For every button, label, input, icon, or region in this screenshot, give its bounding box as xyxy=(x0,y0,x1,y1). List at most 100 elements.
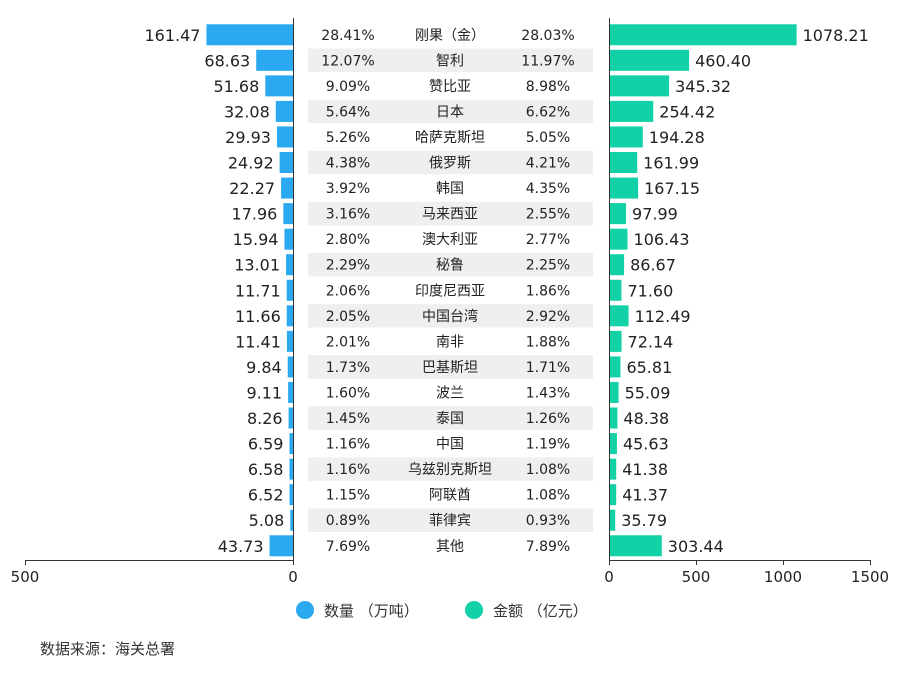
table-row-stripe xyxy=(308,406,593,430)
quantity-share-label: 5.64% xyxy=(326,104,370,120)
amount-bar xyxy=(609,254,625,276)
table-row-stripe xyxy=(308,355,593,379)
quantity-bar xyxy=(286,330,293,352)
amount-value-label: 65.81 xyxy=(626,358,672,377)
quantity-value-label: 11.71 xyxy=(235,281,281,300)
quantity-bar xyxy=(279,152,293,174)
amount-value-label: 167.15 xyxy=(644,179,700,198)
country-label: 中国 xyxy=(436,437,464,453)
quantity-bar xyxy=(287,356,293,378)
quantity-value-label: 32.08 xyxy=(224,102,270,121)
country-label: 俄罗斯 xyxy=(429,156,471,172)
country-label: 其他 xyxy=(436,539,464,555)
amount-bar xyxy=(609,407,618,429)
quantity-value-label: 8.26 xyxy=(247,409,283,428)
quantity-share-label: 1.73% xyxy=(326,360,370,376)
amount-share-label: 28.03% xyxy=(521,28,574,44)
legend-label-quantity: 数量 （万吨） xyxy=(324,601,419,620)
table-row-stripe xyxy=(308,252,593,277)
quantity-value-label: 6.52 xyxy=(248,486,284,505)
amount-value-label: 72.14 xyxy=(628,332,674,351)
quantity-bar xyxy=(284,228,293,250)
quantity-bar xyxy=(289,458,293,480)
amount-share-label: 1.88% xyxy=(526,334,570,350)
quantity-value-label: 5.08 xyxy=(249,511,285,530)
quantity-bar xyxy=(288,381,293,403)
amount-bar xyxy=(609,433,617,455)
quantity-value-label: 9.84 xyxy=(246,358,282,377)
quantity-bar xyxy=(283,203,293,225)
amount-share-label: 2.25% xyxy=(526,258,570,274)
amount-value-label: 345.32 xyxy=(675,77,731,96)
quantity-share-label: 28.41% xyxy=(321,28,374,44)
amount-bar xyxy=(609,49,690,71)
country-label: 日本 xyxy=(436,104,464,120)
quantity-value-label: 13.01 xyxy=(234,256,280,275)
legend-item-amount[interactable]: 金额 （亿元） xyxy=(465,598,588,622)
amount-bar xyxy=(609,381,619,403)
amount-value-label: 106.43 xyxy=(634,230,690,249)
amount-value-label: 112.49 xyxy=(635,307,691,326)
amount-value-label: 45.63 xyxy=(623,435,669,454)
quantity-share-label: 9.09% xyxy=(326,79,370,95)
table-row-stripe xyxy=(308,457,593,481)
amount-share-label: 5.05% xyxy=(526,130,570,146)
amount-bar xyxy=(609,458,617,480)
amount-value-label: 48.38 xyxy=(623,409,669,428)
right-axis-tick-label: 1500 xyxy=(851,568,889,586)
table-row-stripe xyxy=(308,201,593,226)
legend-label-amount: 金额 （亿元） xyxy=(493,601,588,620)
quantity-bar xyxy=(256,49,293,71)
table-row-stripe xyxy=(308,508,593,532)
quantity-value-label: 17.96 xyxy=(232,205,278,224)
quantity-bar xyxy=(275,100,293,122)
amount-value-label: 35.79 xyxy=(621,511,667,530)
quantity-bar xyxy=(288,407,293,429)
quantity-value-label: 161.47 xyxy=(144,26,200,45)
amount-share-label: 1.86% xyxy=(526,283,570,299)
quantity-share-label: 2.05% xyxy=(326,309,370,325)
country-label: 中国台湾 xyxy=(422,308,478,325)
quantity-share-label: 1.15% xyxy=(326,488,370,504)
amount-bar xyxy=(609,203,627,225)
table-row-stripe xyxy=(308,48,593,73)
quantity-bar xyxy=(286,305,293,327)
amount-share-label: 1.71% xyxy=(526,360,570,376)
amount-share-label: 0.93% xyxy=(526,513,570,529)
right-axis-tick-label: 0 xyxy=(604,568,614,586)
amount-share-label: 1.08% xyxy=(526,462,570,478)
country-label: 韩国 xyxy=(436,181,464,197)
quantity-share-label: 1.16% xyxy=(326,437,370,453)
country-label: 波兰 xyxy=(436,385,464,401)
country-label: 泰国 xyxy=(436,411,464,427)
amount-share-label: 4.35% xyxy=(526,181,570,197)
country-label: 阿联酋 xyxy=(429,487,471,504)
amount-share-label: 2.77% xyxy=(526,232,570,248)
amount-bar xyxy=(609,126,643,148)
legend-item-quantity[interactable]: 数量 （万吨） xyxy=(296,598,419,622)
table-row-stripe xyxy=(308,150,593,175)
amount-bar xyxy=(609,484,617,506)
quantity-share-label: 1.60% xyxy=(326,385,370,401)
amount-share-label: 1.43% xyxy=(526,385,570,401)
quantity-share-label: 7.69% xyxy=(326,539,370,555)
legend-swatch-amount xyxy=(465,601,483,619)
quantity-value-label: 68.63 xyxy=(204,51,250,70)
quantity-value-label: 43.73 xyxy=(218,537,264,556)
amount-bar xyxy=(609,75,670,97)
amount-share-label: 8.98% xyxy=(526,79,570,95)
quantity-share-label: 2.29% xyxy=(326,258,370,274)
amount-share-label: 2.55% xyxy=(526,207,570,223)
amount-value-label: 460.40 xyxy=(695,51,751,70)
country-label: 巴基斯坦 xyxy=(422,359,478,376)
quantity-value-label: 29.93 xyxy=(225,128,271,147)
country-label: 菲律宾 xyxy=(429,513,471,529)
quantity-share-label: 3.16% xyxy=(326,207,370,223)
country-label: 智利 xyxy=(436,53,464,69)
amount-bar xyxy=(609,330,622,352)
quantity-bar xyxy=(276,126,293,148)
country-label: 印度尼西亚 xyxy=(415,283,485,299)
quantity-bar xyxy=(269,535,293,557)
amount-bar xyxy=(609,177,639,199)
left-axis-tick-label: 500 xyxy=(11,568,40,586)
